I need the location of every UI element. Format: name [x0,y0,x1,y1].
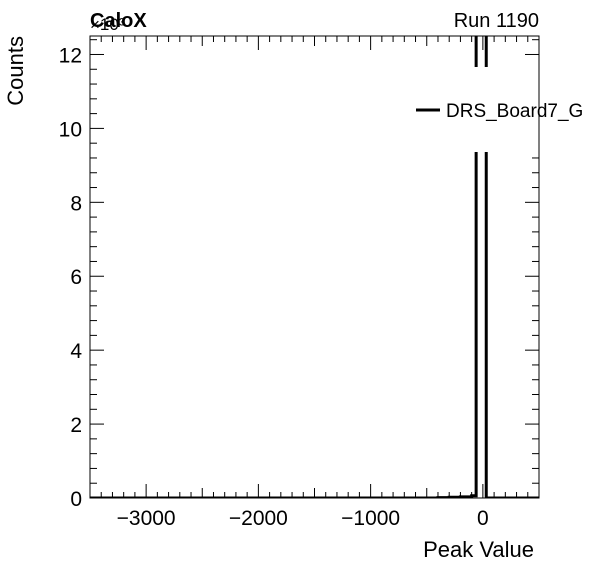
y-axis-title: Counts [3,36,28,106]
x-axis-title: Peak Value [423,537,534,562]
y-tick-label: 10 [59,118,82,141]
x-tick-label: −1000 [341,507,400,530]
run-label: Run 1190 [454,10,539,32]
y-tick-label: 0 [70,488,82,511]
y-tick-label: 4 [70,340,82,363]
y-tick-label: 8 [70,192,82,215]
y-tick-label: 2 [70,414,82,437]
x-tick-label: −2000 [229,507,288,530]
x-tick-label: 0 [477,507,489,530]
y-tick-label: 12 [59,44,82,67]
x-tick-label: −3000 [117,507,176,530]
legend-entry: DRS_Board7_G [446,101,583,122]
y-tick-label: 6 [70,266,82,289]
y-scale-exponent: ×10³ [90,15,125,34]
